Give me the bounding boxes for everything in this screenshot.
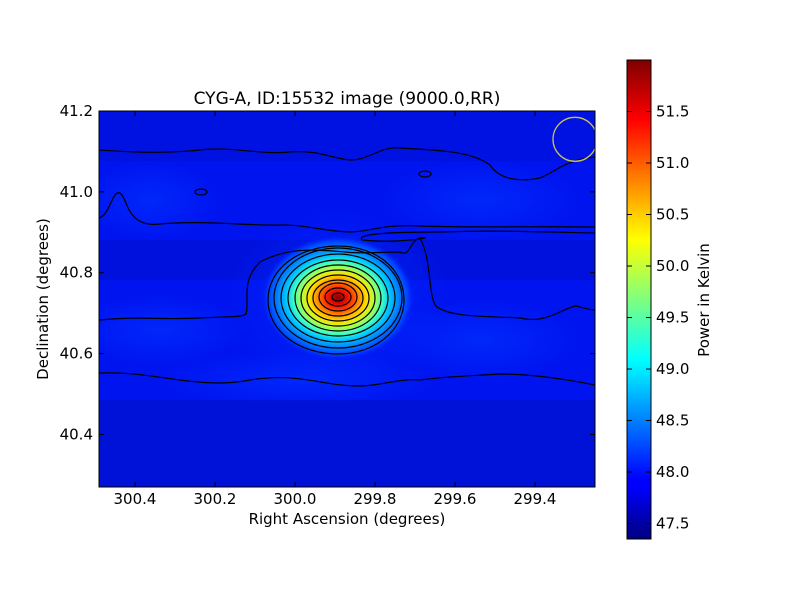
contour-line xyxy=(300,269,376,327)
contour-line xyxy=(306,274,370,322)
contour-line xyxy=(294,264,382,332)
contour-line xyxy=(99,372,595,387)
y-tick-label: 41.2 xyxy=(60,102,93,120)
contour-line xyxy=(99,147,595,181)
x-tick-label: 299.4 xyxy=(514,490,557,508)
contour-line xyxy=(287,259,389,337)
x-tick-label: 299.8 xyxy=(354,490,397,508)
x-tick-label: 299.6 xyxy=(434,490,477,508)
colorbar-ticks: 47.5 48.0 48.5 49.0 49.5 50.0 50.5 51.0 51.5 xyxy=(627,103,689,533)
x-tick-label: 300.4 xyxy=(114,490,157,508)
colorbar-tick-label: 49.0 xyxy=(656,360,689,378)
contour-line xyxy=(99,192,595,233)
band-dark-bottom xyxy=(99,400,595,487)
contour-lines xyxy=(99,147,595,387)
contour-line xyxy=(324,287,352,307)
contour-line xyxy=(99,230,595,321)
y-tick-label: 40.4 xyxy=(60,425,93,443)
colorbar-tick-label: 48.5 xyxy=(656,412,689,430)
colorbar-tick-label: 47.5 xyxy=(656,515,689,533)
source-emission xyxy=(262,236,414,360)
x-tick-label: 300.2 xyxy=(194,490,237,508)
contour-line xyxy=(267,245,405,355)
heatmap-plot xyxy=(99,111,595,487)
contour-line xyxy=(318,282,358,312)
x-axis-label: Right Ascension (degrees) xyxy=(249,510,446,528)
y-tick-label: 40.6 xyxy=(60,345,93,363)
bg-blob xyxy=(99,295,250,365)
colorbar-tick-label: 49.5 xyxy=(656,309,689,327)
colorbar-gradient xyxy=(626,59,652,540)
colorbar-label: Power in Kelvin xyxy=(695,243,713,357)
contour-line xyxy=(280,253,396,343)
colorbar-tick-label: 50.5 xyxy=(656,206,689,224)
x-axis: 300.4 300.2 300.0 299.8 299.6 299.4 xyxy=(114,111,557,508)
band-dark-top xyxy=(99,111,595,161)
colorbar-tick-label: 50.0 xyxy=(656,257,689,275)
colorbar-tick-label: 51.5 xyxy=(656,103,689,121)
contour-line xyxy=(273,247,403,349)
contour-line xyxy=(419,237,595,320)
contour-line xyxy=(312,279,364,317)
colorbar-tick-label: 51.0 xyxy=(656,154,689,172)
colorbar: 47.5 48.0 48.5 49.0 49.5 50.0 50.5 51.0 51.5 Pow… xyxy=(626,59,713,540)
y-tick-label: 41.0 xyxy=(60,183,93,201)
contour-line xyxy=(418,170,432,178)
contour-line xyxy=(331,292,345,302)
chart-title: CYG-A, ID:15532 image (9000.0,RR) xyxy=(194,89,501,109)
beam-marker xyxy=(552,116,595,162)
bg-blob xyxy=(380,160,580,240)
bg-blob xyxy=(99,160,220,240)
x-tick-label: 300.0 xyxy=(274,490,317,508)
contour-line xyxy=(194,188,208,196)
y-axis-label: Declination (degrees) xyxy=(34,218,52,380)
colorbar-tick-label: 48.0 xyxy=(656,463,689,481)
plot-frame xyxy=(98,110,596,488)
y-tick-label: 40.8 xyxy=(60,264,93,282)
y-axis: 40.4 40.6 40.8 41.0 41.2 xyxy=(60,102,595,443)
